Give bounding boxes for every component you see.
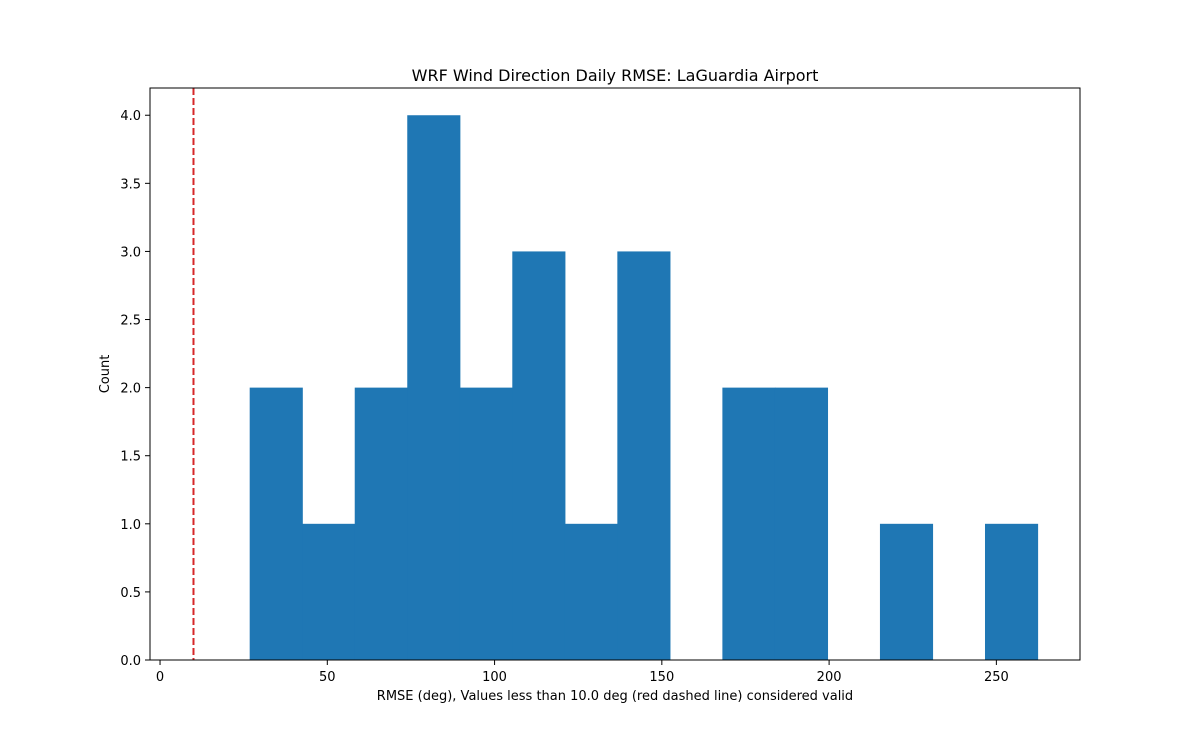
histogram-bar (512, 251, 566, 660)
histogram-bar (407, 115, 461, 660)
y-tick-label: 2.5 (120, 314, 141, 329)
histogram-bar (459, 387, 513, 660)
histogram-bar (249, 387, 303, 660)
x-axis: 0 50 100 150 200 250 (156, 660, 1009, 685)
y-axis: 0.0 0.5 1.0 1.5 2.0 2.5 3.0 3.5 4.0 (120, 109, 150, 669)
histogram-bar (722, 387, 776, 660)
x-axis-label: RMSE (deg), Values less than 10.0 deg (r… (377, 689, 853, 704)
histogram-bar (564, 523, 618, 660)
y-tick-label: 0.0 (120, 654, 141, 669)
chart-title: WRF Wind Direction Daily RMSE: LaGuardia… (412, 66, 819, 85)
plot-frame (149, 87, 1081, 661)
y-tick-label: 0.5 (120, 586, 141, 601)
y-tick-label: 3.5 (120, 177, 141, 192)
y-tick-label: 4.0 (120, 109, 141, 124)
histogram-bar (354, 387, 408, 660)
histogram-bar (984, 523, 1039, 660)
y-tick-label: 1.0 (120, 518, 141, 533)
histogram-bar (879, 523, 934, 660)
y-axis-label: Count (98, 355, 113, 394)
histogram-bar (302, 523, 356, 660)
x-tick-label: 0 (156, 670, 164, 685)
histogram-bar (617, 251, 671, 660)
x-tick-label: 50 (319, 670, 336, 685)
y-tick-label: 2.0 (120, 382, 141, 397)
y-tick-label: 1.5 (120, 450, 141, 465)
bars-group (249, 115, 1039, 660)
x-tick-label: 150 (649, 670, 674, 685)
x-tick-label: 200 (817, 670, 842, 685)
x-tick-label: 250 (984, 670, 1009, 685)
histogram-bar (774, 387, 829, 660)
x-tick-label: 100 (482, 670, 507, 685)
y-tick-label: 3.0 (120, 245, 141, 260)
